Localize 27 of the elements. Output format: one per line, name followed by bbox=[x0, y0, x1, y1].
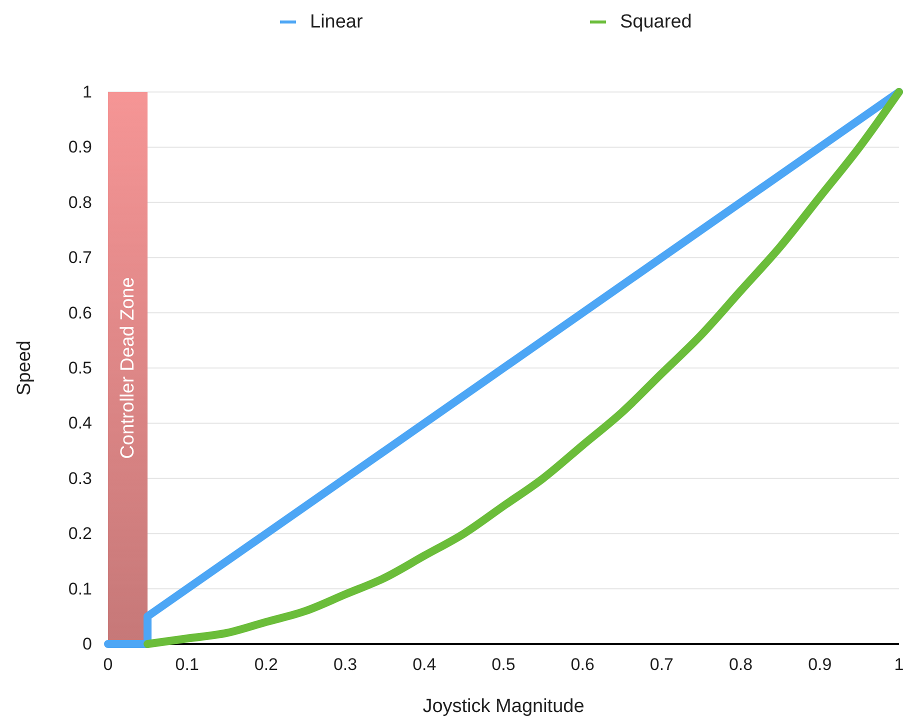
x-axis-title: Joystick Magnitude bbox=[422, 696, 584, 717]
x-tick-label: 0.1 bbox=[175, 655, 199, 674]
x-tick-label: 0.2 bbox=[254, 655, 278, 674]
x-tick-label: 0.9 bbox=[808, 655, 832, 674]
y-tick-label: 0.6 bbox=[68, 303, 92, 322]
x-tick-label: 0.8 bbox=[728, 655, 753, 674]
y-tick-label: 0.5 bbox=[68, 358, 92, 378]
y-tick-label: 0.1 bbox=[68, 579, 92, 598]
y-tick-label: 0.3 bbox=[68, 468, 92, 488]
x-tick-label: 1 bbox=[894, 655, 904, 674]
y-axis-title: Speed bbox=[14, 340, 35, 396]
x-tick-label: 0.6 bbox=[570, 655, 594, 674]
x-tick-label: 0.4 bbox=[412, 655, 436, 674]
legend-label: Linear bbox=[310, 12, 364, 32]
x-tick-label: 0 bbox=[103, 655, 113, 674]
band-label: Controller Dead Zone bbox=[117, 277, 138, 459]
x-tick-label: 0.5 bbox=[492, 655, 516, 674]
y-tick-label: 0.2 bbox=[68, 524, 92, 544]
y-tick-label: 0 bbox=[82, 634, 92, 654]
x-tick-label: 0.3 bbox=[333, 655, 358, 674]
legend-label: Squared bbox=[620, 12, 692, 32]
y-tick-label: 0.9 bbox=[68, 138, 92, 157]
y-tick-label: 0.8 bbox=[68, 192, 92, 212]
y-tick-label: 0.4 bbox=[68, 414, 92, 433]
y-tick-label: 1 bbox=[82, 82, 92, 102]
x-tick-label: 0.7 bbox=[650, 655, 674, 674]
y-tick-label: 0.7 bbox=[68, 248, 92, 268]
